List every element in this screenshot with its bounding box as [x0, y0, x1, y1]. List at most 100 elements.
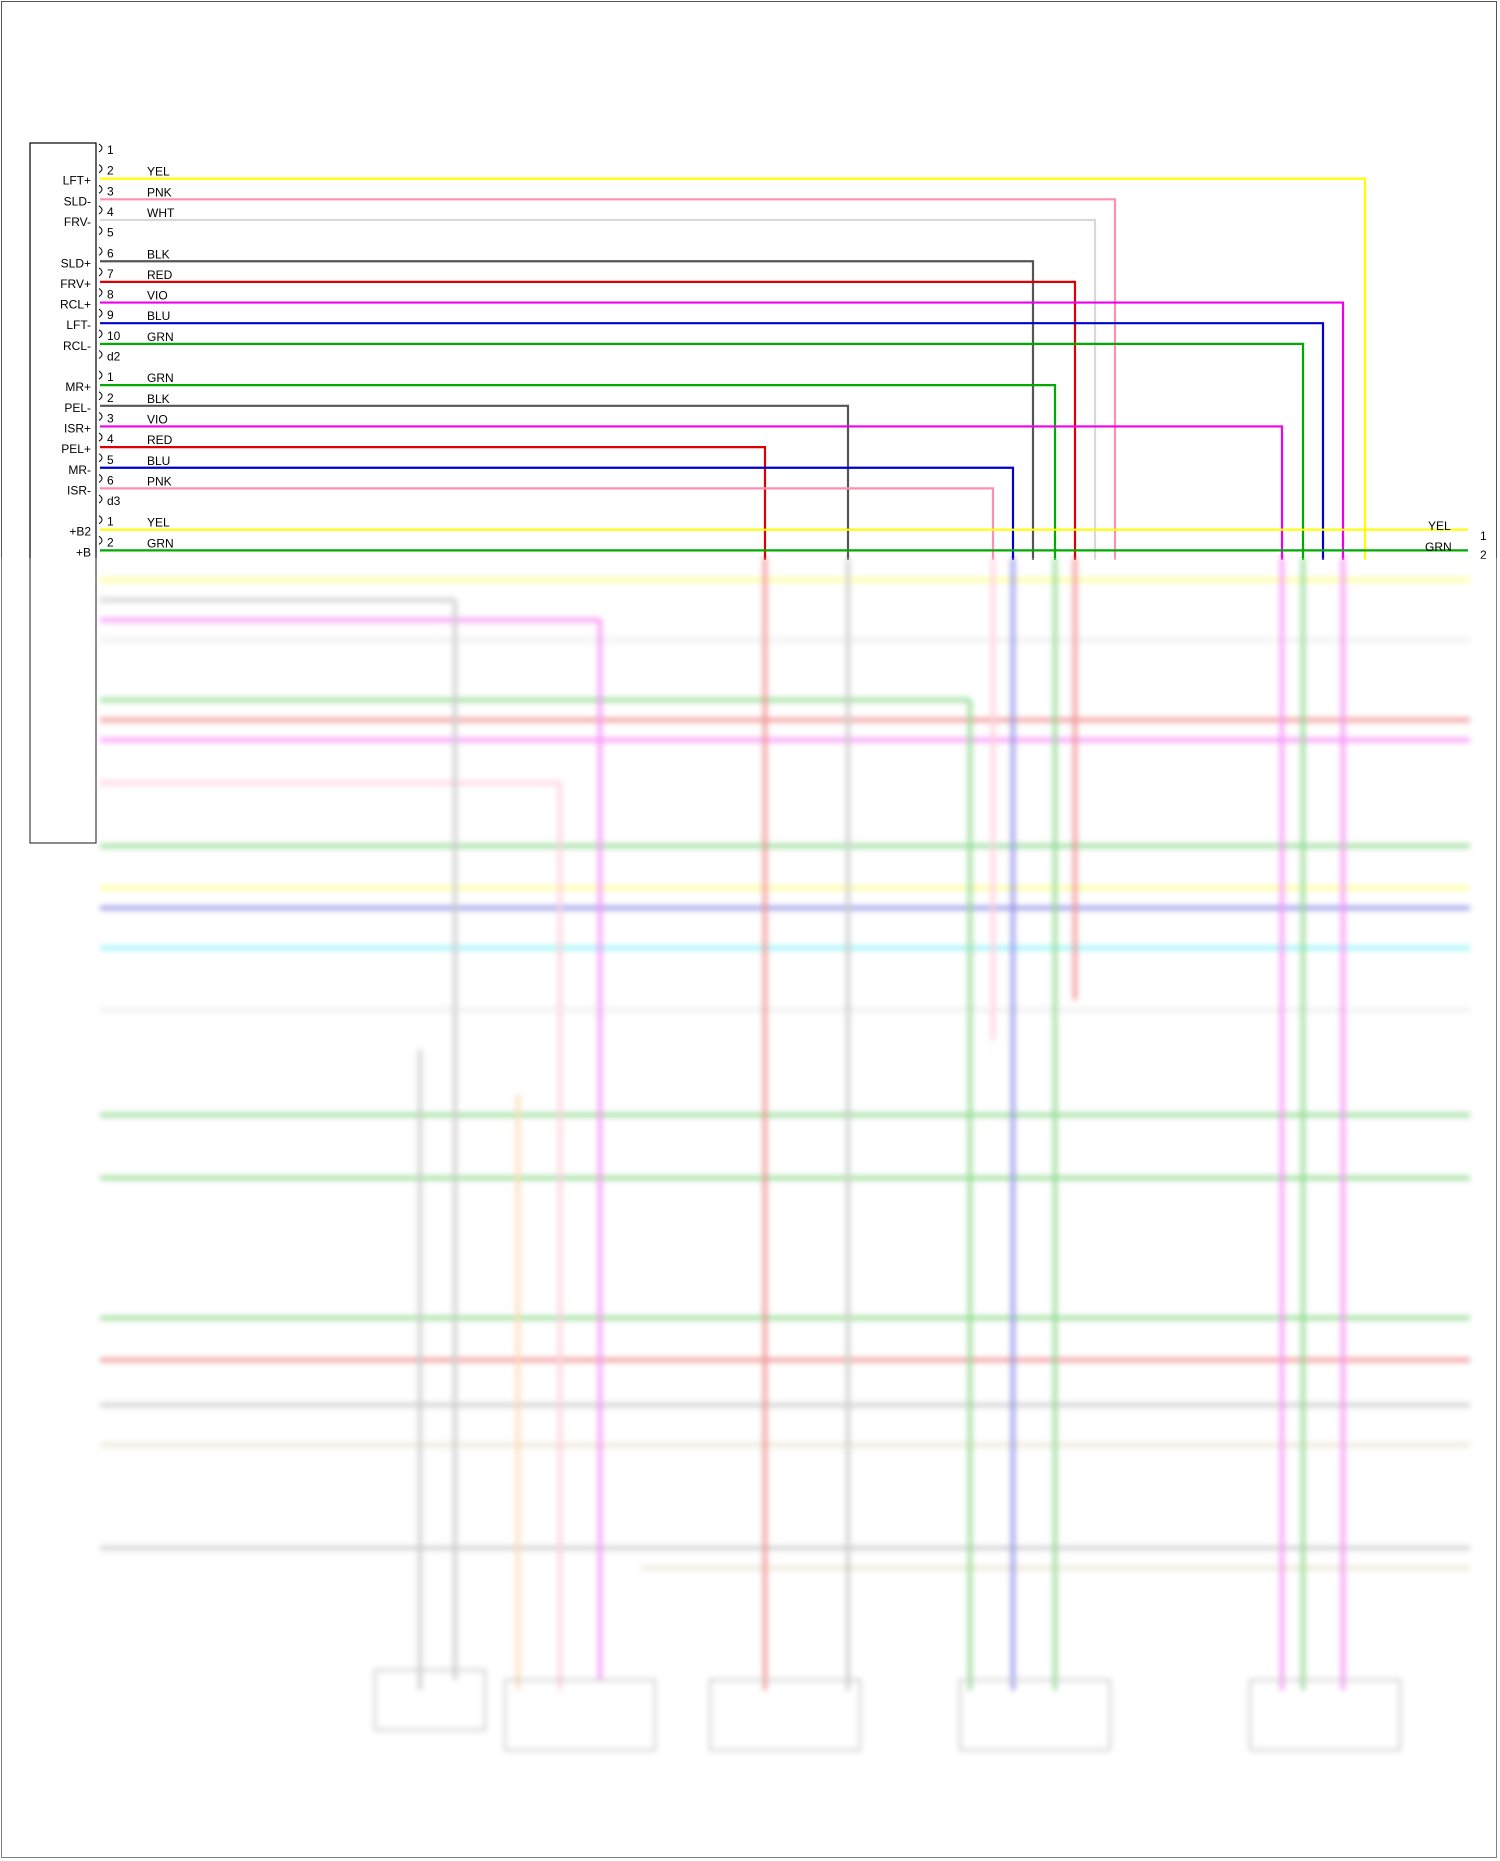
wire-color-label: BLK	[147, 247, 170, 261]
wire-color-label: RED	[147, 433, 173, 447]
wire	[100, 177, 1367, 560]
pin-bracket	[98, 288, 103, 297]
signal-label: LFT-	[66, 318, 91, 332]
wire	[100, 384, 1057, 560]
pin-label-layer: 1 2 YEL LFT+ 3 PNK SLD- 4 WHT FRV- 5 6 BLK SLD+ 7 RED FR…	[60, 143, 175, 559]
wire-color-label: YEL	[147, 165, 170, 179]
pin-number: 10	[107, 329, 121, 343]
pin-bracket	[98, 535, 103, 545]
signal-label: RCL+	[60, 298, 91, 312]
right-terminal-pin: 1	[1480, 529, 1487, 543]
wire	[100, 342, 1305, 560]
pin-bracket	[98, 226, 103, 236]
pin-number: 6	[107, 473, 114, 487]
pin-bracket	[98, 184, 103, 194]
pin-number: 1	[107, 143, 114, 157]
wire-color-label: BLK	[147, 392, 170, 406]
pin-number: 4	[107, 205, 114, 219]
pin-number: 9	[107, 308, 114, 322]
signal-label: MR+	[65, 380, 91, 394]
pin-number: 3	[107, 184, 114, 198]
pin-bracket	[98, 267, 103, 277]
wire	[100, 280, 1077, 560]
wire-color-label: VIO	[147, 289, 168, 303]
wire	[100, 260, 1035, 560]
pin-bracket	[98, 515, 103, 525]
signal-label: SLD+	[61, 256, 91, 270]
wire-color-label: YEL	[147, 516, 170, 530]
obscured-component-box	[1249, 1679, 1401, 1751]
pin-bracket	[98, 246, 103, 256]
wire-color-label: WHT	[147, 206, 175, 220]
wire	[100, 301, 1345, 560]
pin-number: 6	[107, 246, 114, 260]
wire	[100, 425, 1284, 560]
wire-color-label: BLU	[147, 309, 170, 323]
wire-color-label: PNK	[147, 474, 172, 488]
wire-color-label: GRN	[147, 536, 174, 550]
pin-number: d2	[107, 350, 121, 364]
pin-number: 5	[107, 226, 114, 240]
obscured-component-box	[709, 1679, 861, 1751]
seat-control-ecu-connector	[29, 142, 97, 844]
wire	[100, 466, 1015, 560]
wire-color-label: VIO	[147, 412, 168, 426]
wire	[100, 487, 995, 560]
wire	[100, 404, 850, 560]
obscured-component-box	[504, 1679, 656, 1751]
wire	[100, 198, 1117, 560]
right-terminal-label: GRN	[1425, 540, 1452, 554]
wire-color-label: BLU	[147, 454, 170, 468]
pin-number: 2	[107, 391, 114, 405]
wire	[100, 446, 767, 560]
pin-bracket	[98, 370, 103, 380]
pin-number: 8	[107, 288, 114, 302]
wire-color-label: GRN	[147, 330, 174, 344]
pin-number: 1	[107, 515, 114, 529]
pin-bracket	[98, 391, 103, 401]
wire-layer	[100, 177, 1468, 560]
signal-label: MR-	[68, 463, 91, 477]
signal-label: ISR+	[64, 421, 91, 435]
wire-color-label: RED	[147, 268, 173, 282]
signal-label: PEL+	[61, 442, 91, 456]
pin-bracket	[98, 164, 103, 174]
wire-color-label: GRN	[147, 371, 174, 385]
obscured-component-box	[374, 1669, 486, 1731]
signal-label: PEL-	[64, 401, 91, 415]
pin-number: 7	[107, 267, 114, 281]
pin-number: 2	[107, 535, 114, 549]
signal-label: LFT+	[63, 174, 91, 188]
obscured-wire-layer	[100, 558, 1470, 1751]
right-terminal-pin: 2	[1480, 548, 1487, 562]
pin-number: 4	[107, 432, 114, 446]
pin-bracket	[98, 350, 103, 359]
pin-bracket	[98, 432, 103, 442]
wire	[100, 218, 1097, 560]
right-terminal-layer: YEL 1 GRN 2	[1425, 519, 1487, 562]
signal-label: FRV+	[60, 277, 91, 291]
wire	[100, 322, 1325, 560]
obscured-component-box	[959, 1679, 1111, 1751]
signal-label: ISR-	[67, 483, 91, 497]
pin-number: d3	[107, 494, 121, 508]
signal-label: SLD-	[64, 194, 91, 208]
signal-label: RCL-	[63, 339, 91, 353]
obscured-overlay	[0, 558, 1500, 1861]
pin-bracket	[98, 473, 103, 483]
signal-label: FRV-	[64, 215, 91, 229]
pin-number: 1	[107, 370, 114, 384]
pin-number: 3	[107, 411, 114, 425]
pin-number: 5	[107, 453, 114, 467]
pin-bracket	[98, 453, 103, 463]
right-terminal-label: YEL	[1428, 519, 1451, 533]
wire-color-label: PNK	[147, 185, 172, 199]
signal-label: +B2	[69, 525, 91, 539]
pin-bracket	[98, 143, 103, 153]
pin-bracket	[98, 329, 103, 339]
signal-label: +B	[76, 545, 91, 559]
pin-bracket	[98, 308, 103, 318]
pin-bracket	[98, 494, 103, 504]
